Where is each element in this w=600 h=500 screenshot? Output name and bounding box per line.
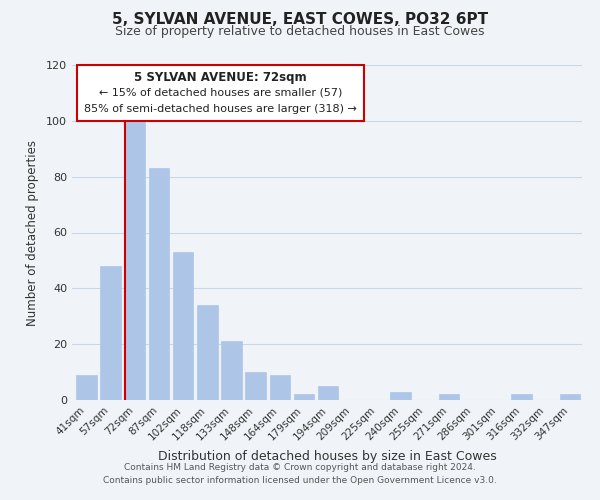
Bar <box>560 394 580 400</box>
Bar <box>318 386 338 400</box>
Bar <box>439 394 460 400</box>
Bar <box>100 266 121 400</box>
Bar <box>125 121 145 400</box>
Bar <box>391 392 411 400</box>
Text: 5 SYLVAN AVENUE: 72sqm: 5 SYLVAN AVENUE: 72sqm <box>134 71 307 84</box>
Y-axis label: Number of detached properties: Number of detached properties <box>26 140 39 326</box>
Text: 85% of semi-detached houses are larger (318) →: 85% of semi-detached houses are larger (… <box>84 104 357 114</box>
Bar <box>197 305 218 400</box>
Text: ← 15% of detached houses are smaller (57): ← 15% of detached houses are smaller (57… <box>99 88 343 98</box>
Bar <box>149 168 169 400</box>
Text: 5, SYLVAN AVENUE, EAST COWES, PO32 6PT: 5, SYLVAN AVENUE, EAST COWES, PO32 6PT <box>112 12 488 28</box>
Bar <box>294 394 314 400</box>
Text: Contains HM Land Registry data © Crown copyright and database right 2024.: Contains HM Land Registry data © Crown c… <box>124 464 476 472</box>
Bar <box>511 394 532 400</box>
Bar <box>173 252 193 400</box>
Bar <box>221 342 242 400</box>
Bar <box>76 375 97 400</box>
FancyBboxPatch shape <box>77 65 364 121</box>
X-axis label: Distribution of detached houses by size in East Cowes: Distribution of detached houses by size … <box>158 450 496 463</box>
Text: Contains public sector information licensed under the Open Government Licence v3: Contains public sector information licen… <box>103 476 497 485</box>
Bar <box>245 372 266 400</box>
Text: Size of property relative to detached houses in East Cowes: Size of property relative to detached ho… <box>115 25 485 38</box>
Bar <box>269 375 290 400</box>
